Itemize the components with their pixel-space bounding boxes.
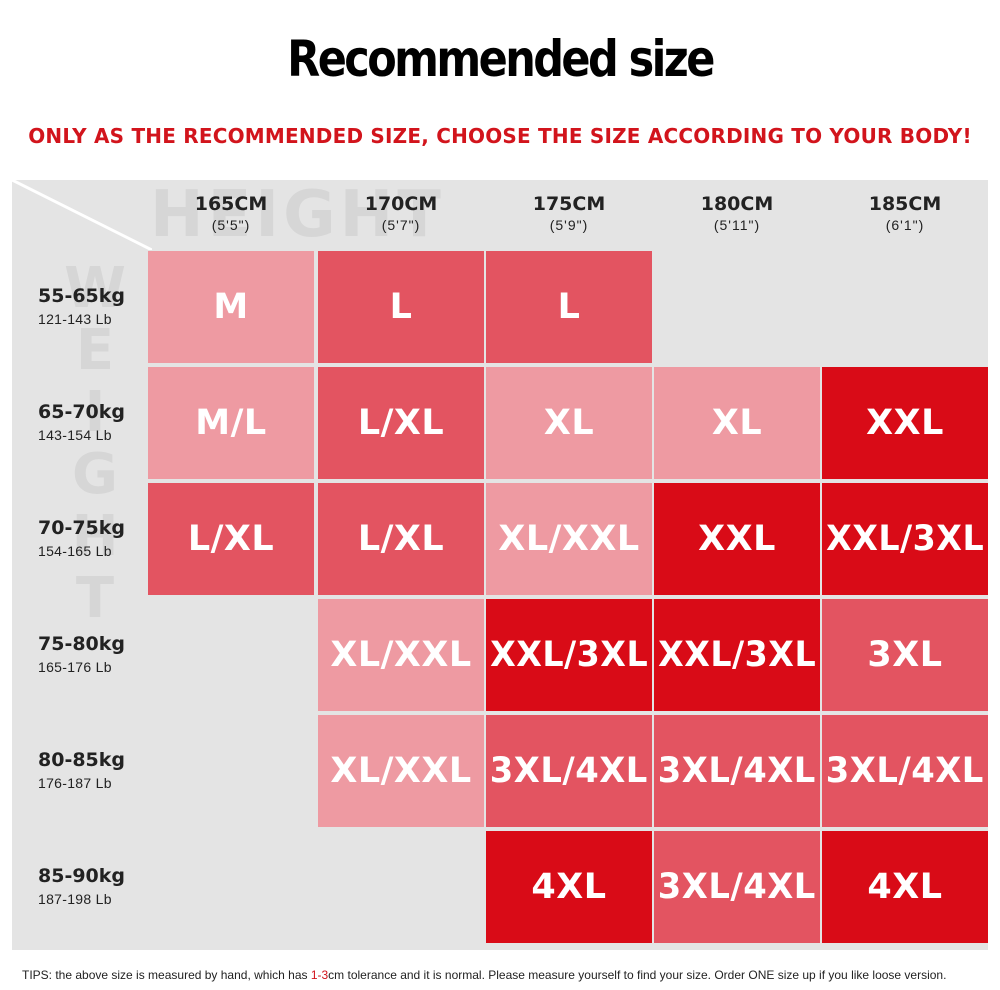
size-cell: 3XL xyxy=(822,599,988,711)
weight-lb: 154-165 Lb xyxy=(38,543,112,559)
tips-tolerance: 1-3 xyxy=(310,968,329,982)
column-header-175cm: 175CM (5'9") xyxy=(486,193,652,233)
size-label: M xyxy=(213,287,249,327)
row-header-85-90kg: 85-90kg 187-198 Lb xyxy=(38,865,125,907)
size-cell: XL/XXL xyxy=(318,715,484,827)
page-title: Recommended size xyxy=(287,30,715,88)
row-header-65-70kg: 65-70kg 143-154 Lb xyxy=(38,401,125,443)
size-cell: M xyxy=(148,251,314,363)
tips-note: TIPS: the above size is measured by hand… xyxy=(22,968,946,982)
size-label: M/L xyxy=(195,403,267,443)
size-cell: 3XL/4XL xyxy=(654,831,820,943)
size-cell: XXL/3XL xyxy=(822,483,988,595)
weight-kg: 70-75kg xyxy=(38,517,126,539)
corner-diagonal xyxy=(12,180,152,250)
column-header-170cm: 170CM (5'7") xyxy=(318,193,484,233)
weight-lb: 176-187 Lb xyxy=(38,775,112,791)
height-ft: (5'11") xyxy=(713,217,761,233)
size-label: XXL/3XL xyxy=(825,519,985,559)
weight-kg: 85-90kg xyxy=(38,865,126,887)
size-label: 3XL/4XL xyxy=(825,751,985,791)
size-cell: XL/XXL xyxy=(486,483,652,595)
height-watermark: HEIGHT xyxy=(150,178,445,252)
weight-kg: 55-65kg xyxy=(38,285,126,307)
size-cell: XL/XXL xyxy=(318,599,484,711)
tips-text-end: cm tolerance and it is normal. Please me… xyxy=(328,968,947,982)
size-cell: 4XL xyxy=(486,831,652,943)
size-cell: M/L xyxy=(148,367,314,479)
column-header-165cm: 165CM (5'5") xyxy=(148,193,314,233)
height-ft: (5'9") xyxy=(549,217,589,233)
size-cell: XL xyxy=(654,367,820,479)
size-cell: XL xyxy=(486,367,652,479)
size-cell: 3XL/4XL xyxy=(822,715,988,827)
size-label: XXL xyxy=(698,519,776,559)
page-subtitle: ONLY AS THE RECOMMENDED SIZE, CHOOSE THE… xyxy=(28,124,972,148)
empty-cell xyxy=(822,251,988,363)
size-label: L/XL xyxy=(187,519,275,559)
empty-cell xyxy=(318,831,484,943)
height-cm: 170CM xyxy=(364,193,438,215)
weight-kg: 80-85kg xyxy=(38,749,126,771)
size-label: 4XL xyxy=(867,867,943,907)
size-label: L/XL xyxy=(357,519,445,559)
size-cell: XXL/3XL xyxy=(486,599,652,711)
size-cell: L xyxy=(486,251,652,363)
height-cm: 165CM xyxy=(194,193,268,215)
height-ft: (6'1") xyxy=(885,217,925,233)
size-label: XXL xyxy=(866,403,944,443)
row-header-55-65kg: 55-65kg 121-143 Lb xyxy=(38,285,125,327)
weight-lb: 121-143 Lb xyxy=(38,311,112,327)
tips-text-start: TIPS: the above size is measured by hand… xyxy=(22,968,311,982)
height-cm: 185CM xyxy=(868,193,942,215)
size-cell: L/XL xyxy=(318,367,484,479)
size-cell: XXL/3XL xyxy=(654,599,820,711)
weight-kg: 75-80kg xyxy=(38,633,126,655)
size-label: XL xyxy=(711,403,763,443)
weight-kg: 65-70kg xyxy=(38,401,126,423)
empty-cell xyxy=(148,715,314,827)
size-label: 3XL xyxy=(867,635,943,675)
column-header-185cm: 185CM (6'1") xyxy=(822,193,988,233)
size-cell: XXL xyxy=(654,483,820,595)
column-header-180cm: 180CM (5'11") xyxy=(654,193,820,233)
size-label: 3XL/4XL xyxy=(657,867,817,907)
size-label: XXL/3XL xyxy=(657,635,817,675)
size-cell: 3XL/4XL xyxy=(486,715,652,827)
size-label: XL xyxy=(543,403,595,443)
size-cell: L/XL xyxy=(148,483,314,595)
size-label: L xyxy=(557,287,581,327)
size-label: L xyxy=(389,287,413,327)
size-cell: L xyxy=(318,251,484,363)
empty-cell xyxy=(654,251,820,363)
empty-cell xyxy=(148,599,314,711)
size-label: 3XL/4XL xyxy=(489,751,649,791)
size-label: XL/XXL xyxy=(498,519,640,559)
height-ft: (5'7") xyxy=(381,217,421,233)
row-header-75-80kg: 75-80kg 165-176 Lb xyxy=(38,633,125,675)
size-label: XXL/3XL xyxy=(489,635,649,675)
size-cell: XXL xyxy=(822,367,988,479)
size-cell: 4XL xyxy=(822,831,988,943)
size-label: XL/XXL xyxy=(330,635,472,675)
weight-lb: 143-154 Lb xyxy=(38,427,112,443)
size-label: L/XL xyxy=(357,403,445,443)
size-cell: L/XL xyxy=(318,483,484,595)
size-cell: 3XL/4XL xyxy=(654,715,820,827)
weight-lb: 187-198 Lb xyxy=(38,891,112,907)
size-label: 4XL xyxy=(531,867,607,907)
size-label: XL/XXL xyxy=(330,751,472,791)
row-header-70-75kg: 70-75kg 154-165 Lb xyxy=(38,517,125,559)
empty-cell xyxy=(148,831,314,943)
size-label: 3XL/4XL xyxy=(657,751,817,791)
weight-lb: 165-176 Lb xyxy=(38,659,112,675)
row-header-80-85kg: 80-85kg 176-187 Lb xyxy=(38,749,125,791)
height-cm: 175CM xyxy=(532,193,606,215)
height-ft: (5'5") xyxy=(211,217,251,233)
height-cm: 180CM xyxy=(700,193,774,215)
